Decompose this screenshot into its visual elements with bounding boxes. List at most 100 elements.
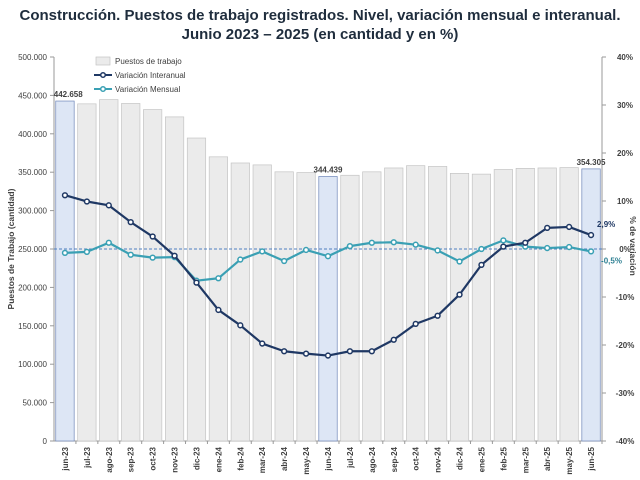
bar-data-label: 344.439 xyxy=(314,165,343,174)
left-tick-label: 50.000 xyxy=(23,399,48,408)
variacion-interanual-point-dic-24 xyxy=(456,291,463,298)
variacion-interanual-point-oct-23 xyxy=(149,233,156,240)
bar-jul-24 xyxy=(340,174,360,442)
variacion-mensual-point-jul-24 xyxy=(346,242,354,250)
bar-dic-24 xyxy=(449,173,470,442)
variacion-mensual-point-ene-24 xyxy=(215,275,222,282)
x-tick-label: nov-23 xyxy=(171,446,180,472)
variacion-mensual-point-feb-25 xyxy=(500,237,507,244)
legend-label-mensual: Variación Mensual xyxy=(115,85,180,94)
variacion-interanual-point-ago-24 xyxy=(368,348,375,355)
bar-mar-25 xyxy=(515,168,535,442)
variacion-interanual-point-sep-23 xyxy=(127,218,134,226)
x-tick-label: sep-24 xyxy=(390,446,399,472)
left-tick-label: 400.000 xyxy=(18,130,47,139)
variacion-mensual-point-ene-25 xyxy=(478,245,485,253)
variacion-mensual-end-label: -0,5% xyxy=(601,256,622,265)
chart-title-line-2: Junio 2023 – 2025 (en cantidad y en %) xyxy=(181,26,459,43)
variacion-interanual-end-label: 2,9% xyxy=(597,220,615,229)
legend-bar-swatch xyxy=(95,56,111,66)
x-tick-label: dic-23 xyxy=(192,446,201,470)
variacion-mensual-point-dic-24 xyxy=(456,258,463,265)
bar-mar-24 xyxy=(252,164,272,442)
x-tick-label: jun-23 xyxy=(61,446,70,471)
bar-jun-23 xyxy=(55,100,75,442)
x-tick-label: feb-25 xyxy=(499,446,508,470)
variacion-interanual-point-jun-25 xyxy=(587,231,595,239)
bar-ago-24 xyxy=(362,171,382,442)
x-tick-label: oct-23 xyxy=(149,446,158,470)
bar-jul-23 xyxy=(77,103,97,442)
variacion-interanual-point-nov-23 xyxy=(171,252,178,259)
bar-nov-24 xyxy=(428,166,448,442)
variacion-interanual-point-abr-25 xyxy=(544,224,551,232)
left-tick-label: 450.000 xyxy=(18,91,47,100)
variacion-interanual-point-abr-24 xyxy=(281,348,288,355)
variacion-interanual-point-ene-24 xyxy=(215,306,222,314)
variacion-mensual-point-ago-24 xyxy=(368,239,375,246)
x-tick-label: may-24 xyxy=(302,446,311,474)
left-tick-label: 250.000 xyxy=(18,245,47,254)
x-tick-label: abr-24 xyxy=(280,446,289,471)
variacion-interanual-point-jul-23 xyxy=(83,198,91,205)
legend-label-interanual: Variación Interanual xyxy=(115,71,186,80)
x-tick-label: feb-24 xyxy=(236,446,245,470)
variacion-mensual-point-may-24 xyxy=(302,246,310,254)
bar-ene-24 xyxy=(208,156,228,442)
right-tick-label: 30% xyxy=(617,101,633,110)
variacion-interanual-point-feb-25 xyxy=(500,243,507,250)
x-tick-label: ago-23 xyxy=(105,446,114,472)
variacion-interanual-point-sep-24 xyxy=(390,336,397,343)
bar-may-25 xyxy=(559,167,579,442)
variacion-mensual-point-mar-24 xyxy=(259,248,266,255)
x-tick-label: mar-25 xyxy=(521,446,530,473)
bar-ene-25 xyxy=(471,173,491,442)
x-tick-label: jun-24 xyxy=(324,446,333,471)
variacion-mensual-point-jun-25 xyxy=(587,248,595,255)
x-tick-label: mar-24 xyxy=(258,446,267,473)
right-tick-label: 10% xyxy=(617,197,633,206)
variacion-mensual-point-sep-23 xyxy=(127,251,134,258)
right-axis-title: % de variación xyxy=(628,216,638,276)
bar-sep-24 xyxy=(384,167,404,442)
variacion-interanual-point-mar-24 xyxy=(259,340,266,347)
bar-feb-24 xyxy=(230,162,250,442)
legend-label-puestos: Puestos de trabajo xyxy=(115,57,182,66)
x-tick-label: jul-23 xyxy=(83,446,92,468)
variacion-interanual-point-may-25 xyxy=(565,223,573,231)
variacion-mensual-point-abr-24 xyxy=(281,257,288,265)
bar-abr-24 xyxy=(274,171,294,442)
variacion-mensual-point-sep-24 xyxy=(390,239,397,246)
left-tick-label: 500.000 xyxy=(18,53,47,62)
x-tick-label: sep-23 xyxy=(127,446,136,472)
variacion-interanual-point-mar-25 xyxy=(522,239,529,246)
variacion-interanual-point-jun-23 xyxy=(61,192,69,199)
bar-dic-23 xyxy=(186,137,207,442)
x-tick-label: dic-24 xyxy=(456,446,465,470)
bar-ago-23 xyxy=(99,99,119,442)
bar-sep-23 xyxy=(121,103,141,442)
variacion-mensual-point-oct-23 xyxy=(149,254,156,261)
right-tick-label: 20% xyxy=(617,149,633,158)
variacion-interanual-point-nov-24 xyxy=(434,312,441,319)
x-tick-label: jun-25 xyxy=(587,446,596,471)
bar-jun-25 xyxy=(581,168,601,442)
right-tick-label: 0% xyxy=(619,245,631,254)
bar-abr-25 xyxy=(537,167,557,442)
left-tick-label: 200.000 xyxy=(18,283,47,292)
right-tick-label: -20% xyxy=(616,341,635,350)
legend-mensual-swatch-marker xyxy=(99,85,107,93)
x-tick-label: oct-24 xyxy=(412,446,421,470)
variacion-mensual-point-oct-24 xyxy=(412,241,419,248)
left-tick-label: 150.000 xyxy=(18,322,47,331)
x-tick-label: ene-24 xyxy=(214,446,223,472)
variacion-mensual-point-feb-24 xyxy=(237,256,244,263)
variacion-interanual-point-jul-24 xyxy=(346,348,354,355)
left-tick-label: 300.000 xyxy=(18,207,47,216)
left-tick-label: 350.000 xyxy=(18,168,47,177)
x-tick-label: may-25 xyxy=(565,446,574,474)
variacion-mensual-point-nov-24 xyxy=(434,247,441,254)
right-tick-label: -40% xyxy=(616,437,635,446)
variacion-mensual-point-may-25 xyxy=(565,243,573,251)
variacion-mensual-point-jun-24 xyxy=(324,253,332,260)
